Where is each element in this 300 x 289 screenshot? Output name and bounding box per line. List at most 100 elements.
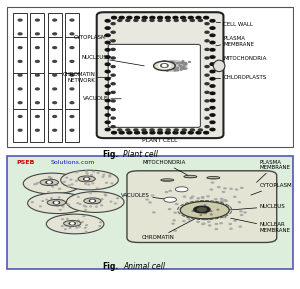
Text: Fig.: Fig. bbox=[102, 150, 118, 159]
Circle shape bbox=[197, 221, 199, 222]
Circle shape bbox=[196, 16, 201, 19]
Circle shape bbox=[220, 223, 222, 224]
Circle shape bbox=[194, 206, 210, 213]
Circle shape bbox=[174, 212, 176, 213]
Text: NUCLEUS: NUCLEUS bbox=[228, 204, 285, 210]
Circle shape bbox=[167, 66, 169, 67]
Circle shape bbox=[184, 64, 186, 65]
Ellipse shape bbox=[61, 170, 118, 190]
Text: Fig.: Fig. bbox=[102, 262, 118, 271]
Circle shape bbox=[234, 196, 236, 197]
Circle shape bbox=[90, 206, 92, 207]
Circle shape bbox=[18, 60, 22, 62]
Ellipse shape bbox=[40, 179, 59, 186]
Circle shape bbox=[35, 74, 39, 76]
Text: CYTOPLASM: CYTOPLASM bbox=[74, 35, 111, 40]
Circle shape bbox=[111, 40, 115, 42]
Ellipse shape bbox=[47, 199, 66, 206]
Circle shape bbox=[220, 201, 223, 202]
Circle shape bbox=[169, 209, 171, 210]
Circle shape bbox=[62, 206, 64, 207]
Circle shape bbox=[134, 129, 138, 131]
Text: CYTOPLASM: CYTOPLASM bbox=[251, 183, 292, 195]
Circle shape bbox=[61, 219, 63, 220]
Circle shape bbox=[173, 68, 175, 69]
Circle shape bbox=[46, 181, 52, 184]
Circle shape bbox=[210, 92, 215, 95]
Circle shape bbox=[51, 200, 52, 201]
Circle shape bbox=[211, 182, 214, 183]
Circle shape bbox=[112, 16, 116, 19]
Circle shape bbox=[68, 185, 70, 186]
Circle shape bbox=[202, 215, 204, 216]
Ellipse shape bbox=[154, 61, 175, 71]
Circle shape bbox=[164, 61, 165, 62]
Circle shape bbox=[92, 180, 93, 181]
Circle shape bbox=[70, 74, 74, 76]
Circle shape bbox=[192, 211, 194, 212]
Ellipse shape bbox=[180, 201, 229, 219]
Circle shape bbox=[70, 102, 74, 104]
Circle shape bbox=[95, 200, 97, 201]
Circle shape bbox=[96, 203, 98, 204]
Circle shape bbox=[96, 206, 98, 207]
Circle shape bbox=[111, 74, 115, 76]
Circle shape bbox=[177, 67, 178, 68]
Circle shape bbox=[202, 224, 204, 225]
Circle shape bbox=[210, 41, 215, 44]
Circle shape bbox=[57, 182, 59, 183]
Circle shape bbox=[18, 74, 22, 76]
Circle shape bbox=[35, 60, 39, 62]
Circle shape bbox=[158, 131, 163, 134]
Circle shape bbox=[224, 217, 226, 218]
Circle shape bbox=[85, 231, 87, 232]
Circle shape bbox=[188, 131, 193, 134]
Circle shape bbox=[46, 199, 48, 200]
Circle shape bbox=[184, 62, 186, 63]
Circle shape bbox=[135, 16, 140, 19]
Circle shape bbox=[35, 102, 39, 104]
Circle shape bbox=[222, 191, 225, 192]
Circle shape bbox=[182, 19, 186, 21]
Circle shape bbox=[70, 129, 74, 131]
Circle shape bbox=[200, 206, 202, 207]
Circle shape bbox=[105, 70, 110, 73]
Circle shape bbox=[208, 218, 211, 219]
Circle shape bbox=[111, 183, 113, 184]
Circle shape bbox=[111, 83, 115, 85]
Circle shape bbox=[181, 63, 183, 64]
Circle shape bbox=[177, 63, 179, 64]
Circle shape bbox=[215, 207, 218, 208]
Circle shape bbox=[105, 27, 110, 29]
Circle shape bbox=[205, 66, 209, 68]
Circle shape bbox=[177, 70, 178, 71]
Circle shape bbox=[119, 131, 124, 134]
Circle shape bbox=[92, 202, 94, 203]
Circle shape bbox=[208, 221, 210, 222]
Circle shape bbox=[146, 199, 148, 200]
Circle shape bbox=[126, 129, 130, 131]
Circle shape bbox=[217, 209, 219, 210]
Circle shape bbox=[105, 128, 110, 131]
Circle shape bbox=[236, 189, 238, 190]
Text: Plant cell: Plant cell bbox=[123, 150, 158, 159]
Circle shape bbox=[179, 62, 181, 63]
Circle shape bbox=[111, 100, 115, 102]
Circle shape bbox=[55, 183, 57, 184]
Circle shape bbox=[86, 173, 88, 174]
Circle shape bbox=[203, 208, 205, 209]
Circle shape bbox=[150, 16, 155, 19]
Circle shape bbox=[112, 131, 116, 134]
Circle shape bbox=[205, 49, 209, 50]
Circle shape bbox=[174, 129, 178, 131]
Circle shape bbox=[197, 198, 200, 199]
Circle shape bbox=[91, 200, 94, 201]
Circle shape bbox=[142, 16, 147, 19]
Circle shape bbox=[103, 174, 105, 175]
Circle shape bbox=[59, 188, 61, 189]
Circle shape bbox=[117, 198, 118, 199]
Circle shape bbox=[105, 121, 110, 123]
Circle shape bbox=[224, 200, 226, 201]
Circle shape bbox=[34, 184, 36, 185]
FancyBboxPatch shape bbox=[127, 171, 277, 242]
